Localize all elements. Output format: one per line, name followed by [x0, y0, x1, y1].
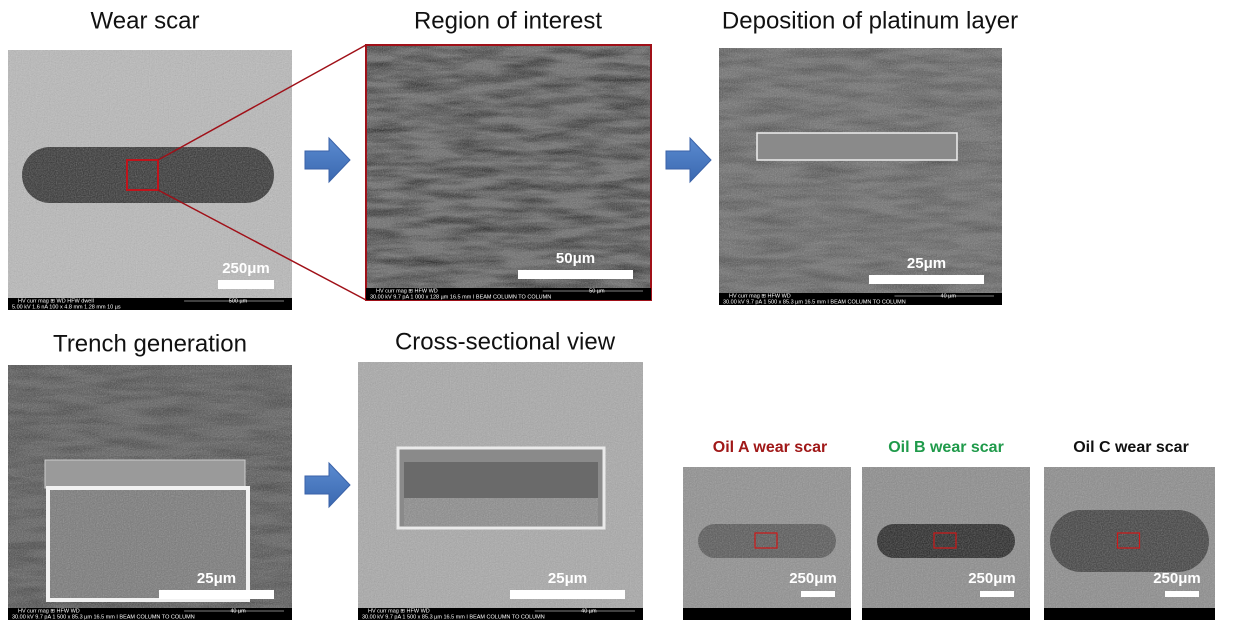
panel-title: Trench generation [53, 330, 247, 357]
scale-bar [159, 590, 274, 599]
panel-title: Region of interest [414, 7, 602, 34]
arrow [666, 138, 711, 182]
scale-bar [801, 591, 835, 597]
pt-layer [45, 460, 245, 488]
scale-bar [518, 270, 633, 279]
info-scale: 500 µm [229, 298, 248, 304]
info-scale: 50 µm [589, 288, 605, 294]
info-bar [862, 608, 1030, 620]
arrow [305, 138, 350, 182]
info-scale: 40 µm [941, 293, 957, 299]
oil-title: Oil B wear scar [888, 439, 1004, 456]
scale-bar-label: 250μm [1153, 570, 1201, 587]
scale-bar-label: 25μm [197, 570, 236, 587]
scale-bar-label: 50μm [556, 250, 595, 267]
scale-bar-label: 250μm [222, 260, 270, 277]
panel-title: Wear scar [91, 7, 200, 34]
panel-title: Deposition of platinum layer [722, 7, 1018, 34]
info-text: 5.00 kV 1.6 nA 100 x 4.8 mm 1.28 mm 10 µ… [12, 304, 121, 310]
noise [1044, 467, 1215, 620]
info-text: 30.00 kV 9.7 pA 1 500 x 85.3 µm 16.5 mm … [723, 299, 906, 305]
info-bar [683, 608, 851, 620]
scale-bar-label: 250μm [789, 570, 837, 587]
noise [22, 147, 274, 203]
info-scale: 40 µm [581, 608, 597, 614]
info-text: 30.00 kV 9.7 pA 1 500 x 85.3 µm 16.5 mm … [12, 614, 195, 620]
noise [683, 467, 851, 620]
panel-title: Cross-sectional view [395, 328, 616, 355]
scale-bar-label: 25μm [548, 570, 587, 587]
scale-bar-label: 25μm [907, 255, 946, 272]
oil-title: Oil A wear scar [713, 439, 827, 456]
pt-layer [757, 133, 957, 160]
scale-bar [980, 591, 1014, 597]
scale-bar-label: 250μm [968, 570, 1016, 587]
trench-wall [404, 462, 598, 498]
page: {"panels": [ {"title": "Wear scar", "sca… [0, 0, 1235, 623]
noise [404, 498, 598, 526]
scale-bar [1165, 591, 1199, 597]
figure: Wear scarHV curr mag ⊞ WD HFW dwell5.00 … [0, 0, 1235, 623]
info-bar [1044, 608, 1215, 620]
info-text: 30.00 kV 9.7 pA 1 000 x 128 µm 16.5 mm I… [370, 294, 551, 300]
noise [719, 48, 1002, 305]
scale-bar [510, 590, 625, 599]
scale-bar [869, 275, 984, 284]
noise [366, 45, 651, 300]
noise [862, 467, 1030, 620]
info-text: 30.00 kV 9.7 pA 1 500 x 85.3 µm 16.5 mm … [362, 614, 545, 620]
scale-bar [218, 280, 274, 289]
info-scale: 40 µm [230, 608, 246, 614]
oil-title: Oil C wear scar [1073, 439, 1189, 456]
arrow [305, 463, 350, 507]
